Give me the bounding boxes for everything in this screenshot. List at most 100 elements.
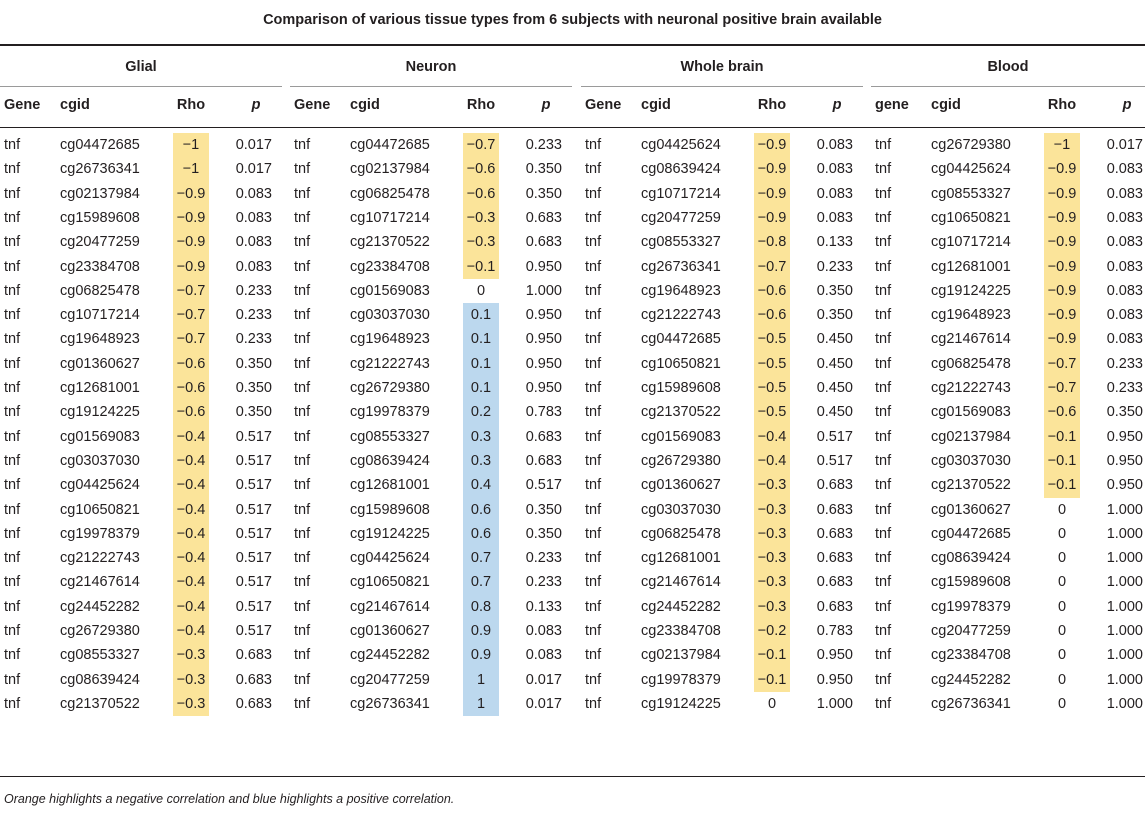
p-value-cell: 0.450: [816, 380, 853, 396]
gene-cell: tnf: [875, 647, 892, 664]
rho-cell: −0.9: [1047, 331, 1077, 348]
rho-cell: 0.9: [470, 647, 492, 664]
rho-cell: −0.9: [1047, 258, 1077, 275]
cgid-cell: cg21370522: [60, 695, 140, 712]
rho-cell: −0.3: [176, 671, 206, 688]
cgid-cell: cg26736341: [60, 161, 140, 178]
cgid-cell: cg26729380: [641, 452, 721, 469]
gene-cell: tnf: [4, 234, 21, 251]
rho-cell: −0.9: [1047, 209, 1077, 226]
p-value-cell: 0.017: [235, 161, 272, 178]
cgid-cell: cg21222743: [641, 307, 721, 324]
gene-cell: tnf: [585, 525, 602, 542]
rho-cell: −0.3: [757, 525, 787, 542]
cgid-cell: cg19978379: [641, 671, 721, 688]
rho-cell: −0.9: [176, 234, 206, 251]
rho-cell: −0.6: [1047, 404, 1077, 421]
rho-cell: −0.5: [757, 331, 787, 348]
gene-cell: tnf: [875, 428, 892, 445]
rho-cell: −0.7: [1047, 355, 1077, 372]
column-header-gene: Gene: [294, 97, 331, 113]
gene-cell: tnf: [4, 185, 21, 202]
column-header-p: p: [1122, 97, 1132, 113]
table-title: Comparison of various tissue types from …: [263, 12, 882, 28]
cgid-cell: cg26736341: [350, 695, 430, 712]
gene-cell: tnf: [4, 428, 21, 445]
rho-cell: 0: [1057, 550, 1067, 567]
gene-cell: tnf: [294, 258, 311, 275]
p-value-cell: 0.517: [235, 477, 272, 494]
cgid-cell: cg06825478: [641, 525, 721, 542]
gene-cell: tnf: [4, 331, 21, 348]
negative-highlight: [1044, 133, 1080, 498]
rho-cell: −0.2: [757, 623, 787, 639]
cgid-cell: cg04472685: [60, 137, 140, 153]
gene-cell: tnf: [294, 137, 311, 153]
rho-cell: 0.1: [470, 355, 492, 372]
cgid-cell: cg10717214: [350, 209, 430, 226]
p-value-cell: 0.950: [816, 671, 853, 688]
gene-cell: tnf: [294, 185, 311, 202]
cgid-cell: cg04472685: [931, 525, 1011, 542]
p-value-cell: 0.517: [235, 574, 272, 591]
p-value-cell: 0.683: [816, 550, 853, 567]
gene-cell: tnf: [4, 647, 21, 664]
gene-cell: tnf: [294, 428, 311, 445]
p-value-cell: 0.350: [525, 501, 562, 518]
cgid-cell: cg19978379: [60, 525, 140, 542]
p-value-cell: 0.017: [525, 695, 562, 712]
rho-cell: −0.7: [176, 331, 206, 348]
cgid-cell: cg21467614: [931, 331, 1011, 348]
cgid-cell: cg06825478: [931, 355, 1011, 372]
gene-cell: tnf: [875, 234, 892, 251]
gene-cell: tnf: [294, 404, 311, 421]
rho-cell: −0.4: [176, 477, 206, 494]
cgid-cell: cg06825478: [350, 185, 430, 202]
p-value-cell: 0.083: [1106, 331, 1143, 348]
cgid-cell: cg10717214: [60, 307, 140, 324]
top-rule: [0, 44, 1145, 46]
cgid-cell: cg04425624: [931, 161, 1011, 178]
rho-cell: −0.4: [757, 428, 787, 445]
cgid-cell: cg19978379: [931, 598, 1011, 615]
rho-cell: −0.1: [757, 647, 787, 664]
cgid-cell: cg26729380: [60, 623, 140, 639]
gene-cell: tnf: [294, 671, 311, 688]
column-header-rho: Rho: [466, 97, 496, 113]
gene-cell: tnf: [585, 282, 602, 299]
p-value-cell: 0.233: [1106, 380, 1143, 396]
rho-cell: −0.5: [757, 355, 787, 372]
rho-cell: 0: [476, 282, 486, 299]
gene-cell: tnf: [4, 671, 21, 688]
cgid-cell: cg10650821: [931, 209, 1011, 226]
p-value-cell: 0.950: [1106, 477, 1143, 494]
rho-cell: −0.7: [757, 258, 787, 275]
cgid-cell: cg15989608: [60, 209, 140, 226]
gene-cell: tnf: [4, 355, 21, 372]
p-value-cell: 1.000: [1106, 623, 1143, 639]
cgid-cell: cg03037030: [350, 307, 430, 324]
p-value-cell: 0.350: [816, 282, 853, 299]
rho-cell: −1: [182, 137, 200, 153]
cgid-cell: cg24452282: [60, 598, 140, 615]
gene-cell: tnf: [585, 623, 602, 639]
rho-cell: 0.6: [470, 525, 492, 542]
gene-cell: tnf: [875, 355, 892, 372]
gene-cell: tnf: [585, 671, 602, 688]
rho-cell: −0.1: [1047, 428, 1077, 445]
gene-cell: tnf: [4, 623, 21, 639]
p-value-cell: 0.950: [525, 331, 562, 348]
p-value-cell: 1.000: [1106, 501, 1143, 518]
cgid-cell: cg21222743: [60, 550, 140, 567]
cgid-cell: cg04472685: [350, 137, 430, 153]
rho-cell: −0.9: [757, 209, 787, 226]
cgid-cell: cg15989608: [350, 501, 430, 518]
gene-cell: tnf: [294, 331, 311, 348]
rho-cell: −0.9: [1047, 282, 1077, 299]
gene-cell: tnf: [294, 623, 311, 639]
rho-cell: −0.1: [1047, 452, 1077, 469]
gene-cell: tnf: [294, 380, 311, 396]
column-header-cgid: cgid: [60, 97, 90, 113]
cgid-cell: cg19124225: [60, 404, 140, 421]
gene-cell: tnf: [294, 452, 311, 469]
